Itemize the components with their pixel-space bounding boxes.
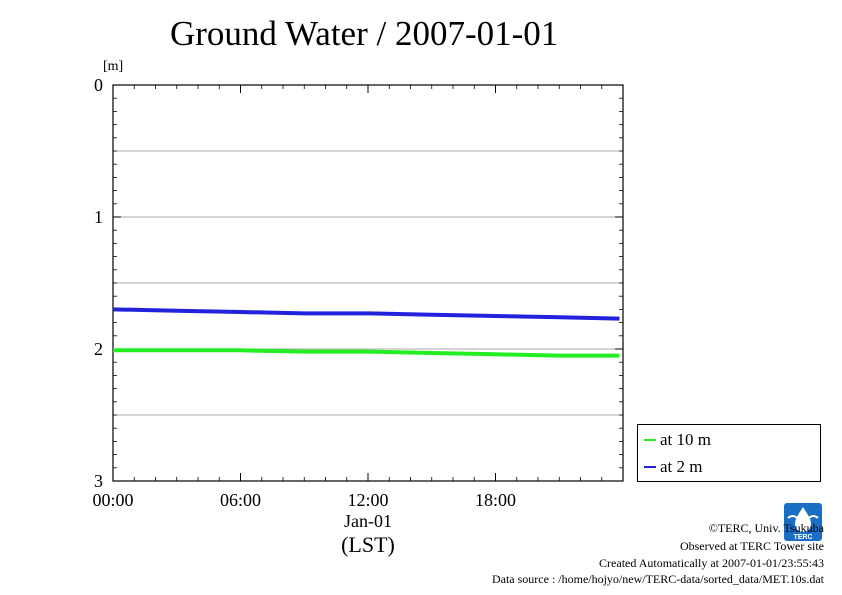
series-line-at-10-m (113, 348, 620, 358)
series-line-at-2-m (112, 307, 620, 321)
x-axis-label: (LST) (341, 532, 395, 557)
legend-swatch-at-10m (644, 439, 656, 441)
x-date-label: Jan-01 (344, 511, 392, 531)
legend: at 10 m at 2 m (637, 424, 821, 482)
footer-copyright: ©TERC, Univ. Tsukuba (708, 521, 824, 535)
y-tick-label: 1 (94, 207, 103, 227)
x-tick-label: 00:00 (92, 490, 133, 510)
chart-title: Ground Water / 2007-01-01 (170, 14, 559, 53)
legend-item-at-2m: at 2 m (644, 457, 703, 477)
y-tick-label: 3 (94, 471, 103, 491)
x-tick-label: 18:00 (475, 490, 516, 510)
footer-observed: Observed at TERC Tower site (679, 539, 824, 553)
x-tick-label: 12:00 (347, 490, 388, 510)
legend-item-at-10m: at 10 m (644, 430, 711, 450)
x-tick-label: 06:00 (220, 490, 261, 510)
legend-label-at-2m: at 2 m (660, 457, 703, 476)
legend-swatch-at-2m (644, 466, 656, 468)
legend-label-at-10m: at 10 m (660, 430, 711, 449)
y-tick-label: 0 (94, 75, 103, 95)
logo-text: TERC (793, 534, 812, 541)
footer-created: Created Automatically at 2007-01-01/23:5… (599, 556, 824, 570)
y-tick-label: 2 (94, 339, 103, 359)
footer-source: Data source : /home/hojyo/new/TERC-data/… (491, 572, 824, 586)
terc-logo: TERC (784, 503, 822, 541)
y-axis-unit-label: [m] (103, 59, 123, 74)
